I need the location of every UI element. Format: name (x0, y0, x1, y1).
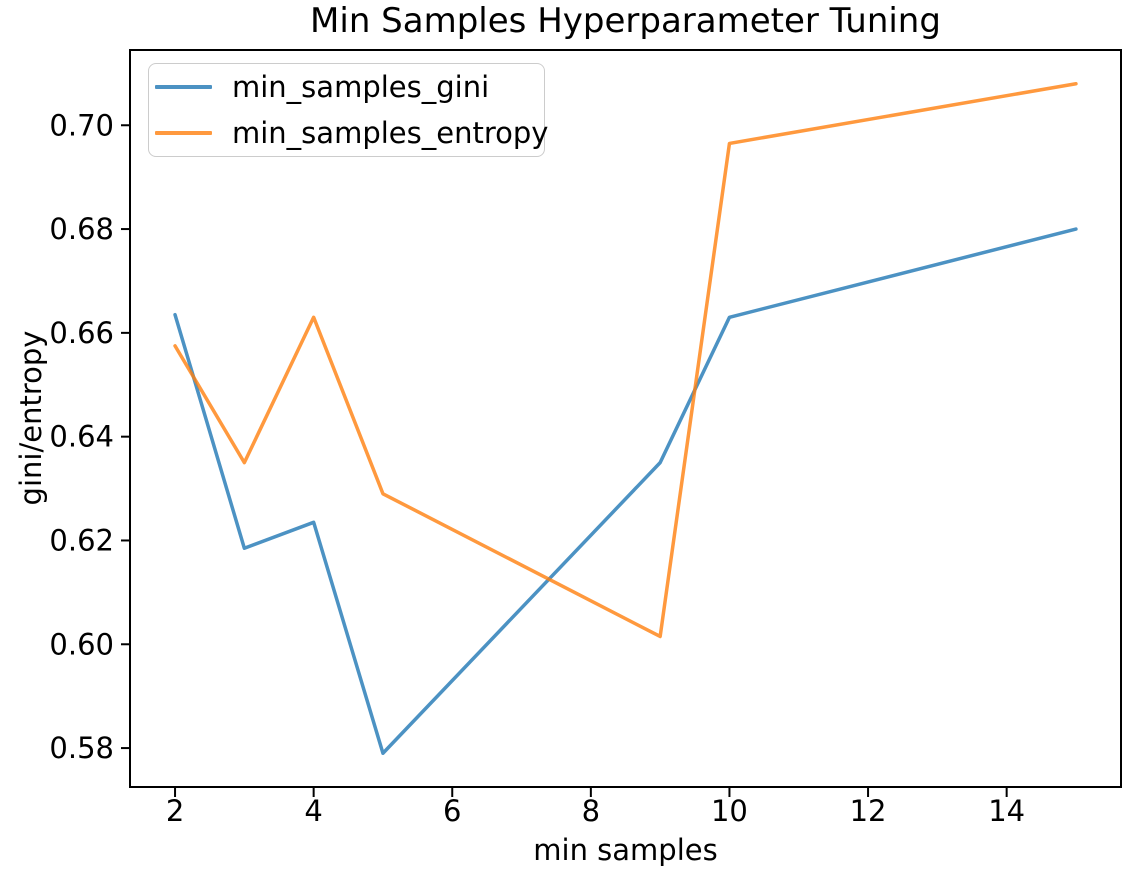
y-tick-label: 0.60 (49, 627, 114, 661)
legend-item: min_samples_entropy (155, 110, 548, 156)
legend-item: min_samples_gini (155, 64, 534, 110)
x-tick-label: 10 (711, 794, 748, 828)
legend: min_samples_gini min_samples_entropy (148, 63, 548, 157)
y-tick-label: 0.66 (49, 316, 114, 350)
y-tick-label: 0.68 (49, 212, 114, 246)
x-tick-label: 8 (582, 794, 600, 828)
series-line-min_samples_entropy (173, 81, 1078, 639)
series-line-min_samples_gini (173, 227, 1078, 756)
legend-label: min_samples_gini (232, 70, 490, 104)
y-tick-label: 0.62 (49, 523, 114, 557)
x-tick-label: 4 (304, 794, 322, 828)
legend-label: min_samples_entropy (232, 116, 549, 150)
axes-frame (129, 49, 1122, 788)
y-tick-label: 0.64 (49, 420, 114, 454)
x-tick-label: 12 (850, 794, 887, 828)
x-tick-label: 2 (166, 794, 184, 828)
y-tick-label: 0.58 (49, 731, 114, 765)
x-axis-label: min samples (533, 833, 718, 867)
y-axis-label: gini/entropy (14, 330, 48, 506)
x-tick-label: 14 (988, 794, 1025, 828)
chart-title: Min Samples Hyperparameter Tuning (310, 1, 941, 41)
legend-swatch (155, 131, 212, 135)
x-tick-label: 6 (443, 794, 461, 828)
legend-swatch (155, 85, 212, 89)
y-tick-label: 0.70 (49, 108, 114, 142)
